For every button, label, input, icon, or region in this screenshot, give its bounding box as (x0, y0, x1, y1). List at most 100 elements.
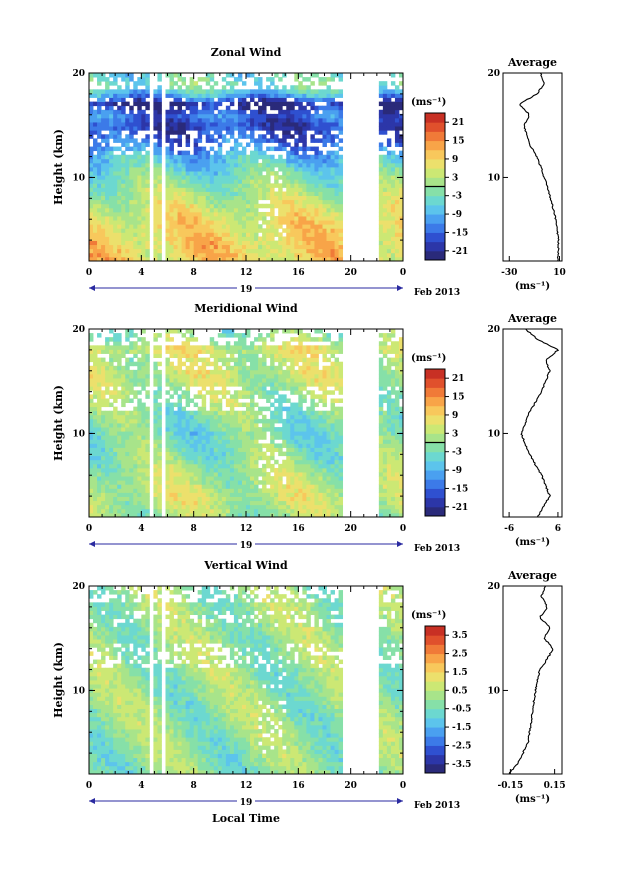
heatmap-cell (334, 183, 339, 188)
profile-y-tick-label: 10 (487, 173, 500, 183)
heatmap-cell (193, 150, 199, 156)
heatmap-cell (250, 248, 255, 254)
heatmap-cell (193, 496, 199, 502)
heatmap-cell (189, 431, 195, 436)
heatmap-cell (189, 232, 195, 237)
heatmap-cell (157, 146, 162, 152)
heatmap-cell (133, 406, 138, 412)
heatmap-cell (229, 496, 235, 502)
heatmap-cell (145, 508, 150, 514)
heatmap-cell (173, 345, 178, 350)
heatmap-cell (93, 418, 98, 424)
heatmap-cell (306, 361, 311, 367)
heatmap-cell (390, 117, 396, 123)
heatmap-cell (213, 183, 219, 188)
heatmap-cell (246, 427, 251, 432)
heatmap-cell (101, 402, 106, 408)
heatmap-cell (129, 345, 134, 350)
heatmap-cell (101, 171, 106, 176)
heatmap-cell (193, 89, 199, 94)
heatmap-cell (137, 236, 142, 241)
heatmap-cell (382, 244, 388, 250)
heatmap-cell (233, 427, 239, 432)
heatmap-cell (282, 101, 287, 107)
heatmap-cell (153, 252, 158, 258)
heatmap-cell (109, 146, 114, 152)
heatmap-cell (137, 97, 142, 103)
heatmap-cell (189, 329, 195, 334)
heatmap-cell (113, 504, 118, 510)
heatmap-cell (233, 496, 239, 502)
heatmap-cell (217, 203, 223, 209)
heatmap-cell (141, 414, 146, 420)
heatmap-cell (189, 459, 195, 465)
heatmap-cell (282, 361, 287, 367)
heatmap-cell (282, 406, 287, 412)
heatmap-cell (145, 191, 150, 197)
heatmap-cell (189, 488, 195, 493)
heatmap-cell (237, 431, 243, 436)
heatmap-cell (233, 146, 239, 152)
heatmap-cell (181, 81, 187, 86)
heatmap-cell (117, 365, 122, 371)
heatmap-cell (241, 252, 247, 258)
heatmap-cell (93, 122, 98, 127)
heatmap-cell (125, 369, 130, 375)
heatmap-cell (201, 146, 207, 152)
heatmap-cell (302, 232, 307, 237)
heatmap-cell (113, 130, 118, 135)
heatmap-cell (241, 97, 247, 103)
heatmap-cell (246, 476, 251, 481)
heatmap-cell (165, 439, 170, 444)
heatmap-cell (177, 353, 182, 359)
heatmap-cell (306, 504, 311, 510)
heatmap-cell (306, 175, 311, 180)
heatmap-cell (169, 476, 174, 481)
heatmap-cell (306, 463, 311, 469)
heatmap-cell (225, 191, 231, 197)
heatmap-cell (262, 373, 267, 379)
heatmap-cell (113, 378, 118, 383)
heatmap-cell (129, 423, 134, 428)
heatmap-cell (233, 162, 239, 168)
heatmap-cell (101, 447, 106, 453)
heatmap-cell (205, 179, 211, 184)
heatmap-cell (89, 183, 94, 188)
heatmap-cell (338, 211, 344, 217)
heatmap-cell (398, 138, 404, 143)
heatmap-cell (298, 85, 303, 90)
heatmap-cell (229, 134, 235, 139)
heatmap-cell (201, 459, 207, 465)
heatmap-cell (157, 117, 162, 123)
heatmap-cell (145, 195, 150, 201)
heatmap-cell (294, 382, 299, 387)
heatmap-cell (298, 228, 303, 233)
heatmap-cell (109, 394, 114, 399)
heatmap-cell (294, 142, 299, 147)
heatmap-cell (237, 150, 243, 156)
heatmap-cell (294, 410, 299, 416)
heatmap-cell (302, 236, 307, 241)
heatmap-cell (165, 423, 170, 428)
heatmap-cell (237, 333, 243, 338)
heatmap-cell (290, 402, 295, 408)
heatmap-cell (258, 496, 263, 502)
heatmap-cell (258, 435, 263, 440)
colorbar-tick-label: -3 (452, 192, 462, 202)
heatmap-cell (201, 162, 207, 168)
heatmap-cell (141, 252, 146, 258)
heatmap-cell (278, 195, 283, 201)
heatmap-cell (93, 361, 98, 367)
heatmap-cell (241, 427, 247, 432)
heatmap-cell (229, 443, 235, 448)
heatmap-cell (137, 455, 142, 461)
heatmap-cell (137, 410, 142, 416)
heatmap-cell (181, 216, 187, 221)
heatmap-cell (306, 435, 311, 440)
heatmap-cell (306, 224, 311, 229)
heatmap-cell (117, 252, 122, 258)
heatmap-cell (229, 211, 235, 217)
heatmap-cell (398, 207, 404, 213)
heatmap-cell (278, 158, 283, 164)
heatmap-cell (173, 248, 178, 254)
